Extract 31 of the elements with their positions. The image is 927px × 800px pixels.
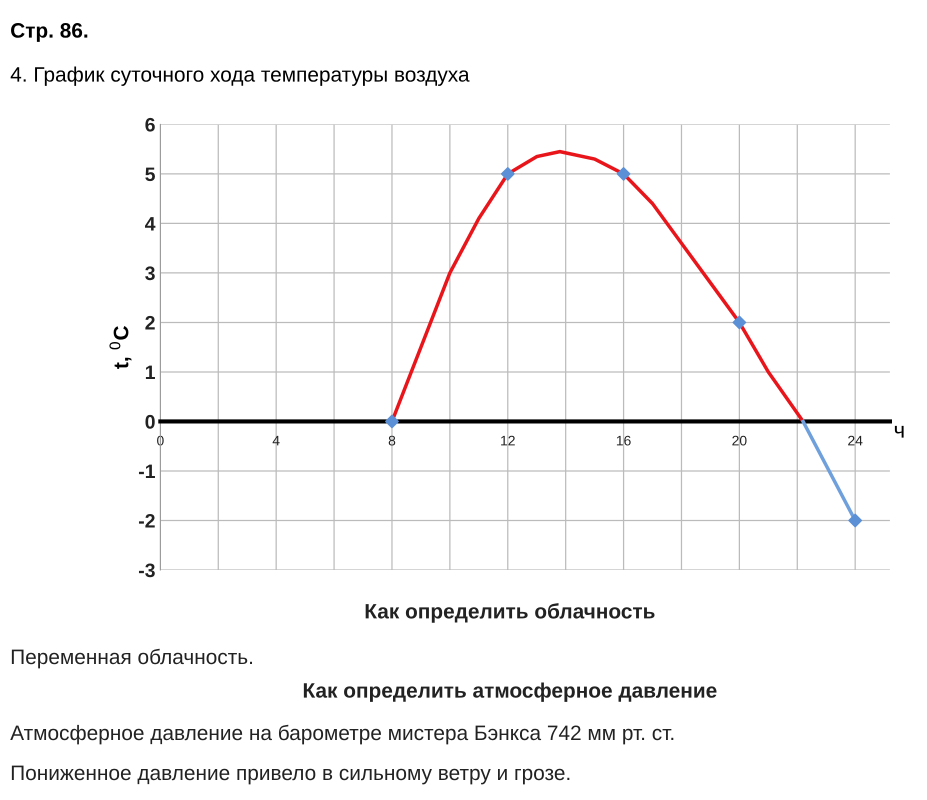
point [848, 514, 862, 528]
text: Атмосферное давление на барометре мистера Бэнкса 742 мм рт. ст. [10, 724, 674, 744]
y-tick-label: -2 [138, 514, 155, 528]
y-tick-label: 1 [146, 366, 155, 379]
y-tick-label: 4 [144, 217, 156, 230]
x-tick-label: 8 [388, 436, 396, 446]
y-tick-label: 2 [145, 316, 155, 330]
x-tick-label: 4 [272, 436, 280, 446]
y-tick-label: -3 [138, 563, 155, 578]
y-tick-label: 5 [145, 168, 155, 182]
chart-title: 4. График суточного хода температуры воздуха [10, 66, 470, 86]
point [500, 167, 515, 181]
point [732, 316, 746, 330]
y-tick-label: 0 [145, 414, 155, 429]
x-tick-label: 16 [616, 436, 631, 446]
point [616, 167, 630, 181]
x-tick-label: 12 [501, 436, 515, 446]
y-tick-label: 6 [145, 118, 155, 132]
text: Как определить облачность [366, 603, 655, 623]
y-axis-title: t, $^{0}$C [109, 326, 132, 369]
point [385, 414, 399, 428]
text: Как определить атмосферное давление [304, 682, 717, 702]
text: Пониженное давление привело в сильному ветру и грозе. [12, 766, 570, 784]
text: Переменная облачность. [12, 648, 252, 668]
text: Стр. 86. [11, 23, 88, 42]
x-tick-label: 24 [848, 436, 862, 446]
x-tick-label: 0 [157, 436, 164, 446]
x-axis-title: ч [894, 426, 904, 438]
y-tick-label: -1 [138, 464, 155, 478]
y-tick-label: 3 [145, 266, 155, 280]
x-tick-label: 20 [732, 436, 747, 446]
